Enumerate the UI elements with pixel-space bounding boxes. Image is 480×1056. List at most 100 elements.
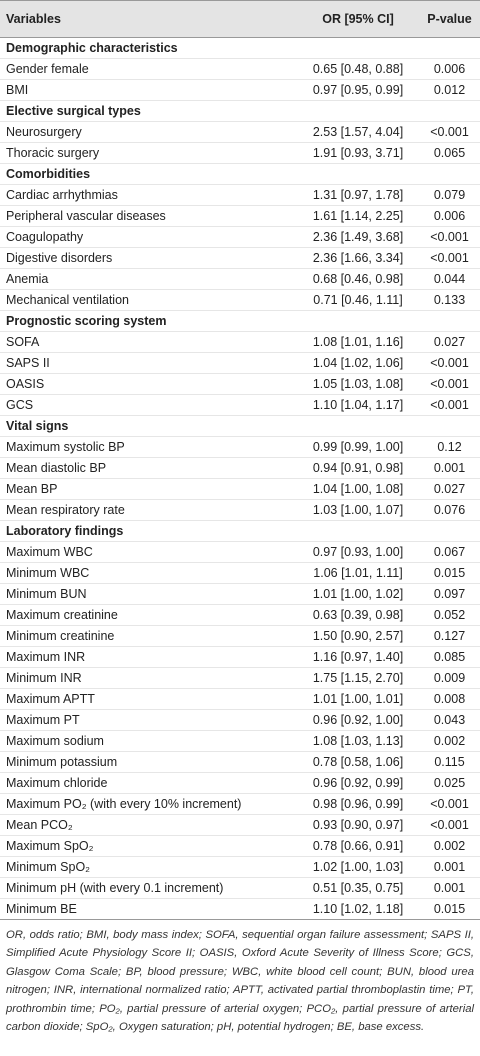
table-cell: <0.001 bbox=[419, 373, 480, 395]
table-cell: Maximum PT bbox=[0, 709, 297, 731]
table-cell: Thoracic surgery bbox=[0, 142, 297, 164]
table-cell: Minimum pH (with every 0.1 increment) bbox=[0, 877, 297, 899]
table-cell: 0.94 [0.91, 0.98] bbox=[297, 457, 419, 479]
table-cell: 0.015 bbox=[419, 562, 480, 584]
data-row: GCS 1.10 [1.04, 1.17] <0.001 bbox=[0, 394, 480, 416]
table-cell: 0.002 bbox=[419, 730, 480, 752]
data-row: Maximum creatinine 0.63 [0.39, 0.98] 0.052 bbox=[0, 604, 480, 626]
table-cell: 0.027 bbox=[419, 331, 480, 353]
data-row: Mechanical ventilation 0.71 [0.46, 1.11] 0… bbox=[0, 289, 480, 311]
data-row: BMI 0.97 [0.95, 0.99] 0.012 bbox=[0, 79, 480, 101]
table-cell: Maximum systolic BP bbox=[0, 436, 297, 458]
table-cell: SAPS II bbox=[0, 352, 297, 374]
table-cell: 0.68 [0.46, 0.98] bbox=[297, 268, 419, 290]
table-cell: 0.93 [0.90, 0.97] bbox=[297, 814, 419, 836]
data-row: Maximum chloride 0.96 [0.92, 0.99] 0.025 bbox=[0, 772, 480, 794]
data-row: Maximum PO₂ (with every 10% increment) 0.… bbox=[0, 793, 480, 815]
table-cell: 1.16 [0.97, 1.40] bbox=[297, 646, 419, 668]
data-row: Cardiac arrhythmias 1.31 [0.97, 1.78] 0.07… bbox=[0, 184, 480, 206]
header-cell: P-value bbox=[419, 0, 480, 38]
data-row: OASIS 1.05 [1.03, 1.08] <0.001 bbox=[0, 373, 480, 395]
table-cell: 0.78 [0.58, 1.06] bbox=[297, 751, 419, 773]
table-cell: 0.51 [0.35, 0.75] bbox=[297, 877, 419, 899]
table-cell: 0.097 bbox=[419, 583, 480, 605]
table-cell: 0.001 bbox=[419, 457, 480, 479]
data-row: Maximum SpO₂ 0.78 [0.66, 0.91] 0.002 bbox=[0, 835, 480, 857]
table-cell: 0.027 bbox=[419, 478, 480, 500]
table-cell: Maximum creatinine bbox=[0, 604, 297, 626]
table-cell: 1.05 [1.03, 1.08] bbox=[297, 373, 419, 395]
section-row: Vital signs bbox=[0, 415, 480, 437]
table-cell: 2.36 [1.66, 3.34] bbox=[297, 247, 419, 269]
table-cell: 0.97 [0.95, 0.99] bbox=[297, 79, 419, 101]
data-row: Maximum INR 1.16 [0.97, 1.40] 0.085 bbox=[0, 646, 480, 668]
table-cell: 1.31 [0.97, 1.78] bbox=[297, 184, 419, 206]
table-cell: 0.052 bbox=[419, 604, 480, 626]
table-cell: OASIS bbox=[0, 373, 297, 395]
table-cell: 0.009 bbox=[419, 667, 480, 689]
section-title: Comorbidities bbox=[0, 163, 480, 185]
table-cell: 0.079 bbox=[419, 184, 480, 206]
table-cell: 0.115 bbox=[419, 751, 480, 773]
table-cell: Anemia bbox=[0, 268, 297, 290]
table-cell: Coagulopathy bbox=[0, 226, 297, 248]
table-cell: Gender female bbox=[0, 58, 297, 80]
data-row: Maximum sodium 1.08 [1.03, 1.13] 0.002 bbox=[0, 730, 480, 752]
table-cell: Minimum BUN bbox=[0, 583, 297, 605]
table-cell: 0.015 bbox=[419, 898, 480, 920]
data-row: Thoracic surgery 1.91 [0.93, 3.71] 0.065 bbox=[0, 142, 480, 164]
table-cell: Maximum chloride bbox=[0, 772, 297, 794]
table-cell: <0.001 bbox=[419, 121, 480, 143]
table-cell: 1.75 [1.15, 2.70] bbox=[297, 667, 419, 689]
header-row: Variables OR [95% CI] P-value bbox=[0, 0, 480, 38]
table-cell: 0.002 bbox=[419, 835, 480, 857]
table-cell: Maximum SpO₂ bbox=[0, 835, 297, 857]
section-row: Elective surgical types bbox=[0, 100, 480, 122]
table-cell: 0.99 [0.99, 1.00] bbox=[297, 436, 419, 458]
table-cell: 0.96 [0.92, 0.99] bbox=[297, 772, 419, 794]
data-row: Mean diastolic BP 0.94 [0.91, 0.98] 0.001 bbox=[0, 457, 480, 479]
table-cell: 2.53 [1.57, 4.04] bbox=[297, 121, 419, 143]
table-cell: 0.085 bbox=[419, 646, 480, 668]
table-cell: 0.012 bbox=[419, 79, 480, 101]
data-row: Minimum pH (with every 0.1 increment) 0.5… bbox=[0, 877, 480, 899]
table-cell: Maximum sodium bbox=[0, 730, 297, 752]
section-title: Laboratory findings bbox=[0, 520, 480, 542]
table-cell: Minimum INR bbox=[0, 667, 297, 689]
table-cell: Minimum SpO₂ bbox=[0, 856, 297, 878]
table-cell: 1.04 [1.02, 1.06] bbox=[297, 352, 419, 374]
data-row: Coagulopathy 2.36 [1.49, 3.68] <0.001 bbox=[0, 226, 480, 248]
table-cell: <0.001 bbox=[419, 247, 480, 269]
table-cell: 0.133 bbox=[419, 289, 480, 311]
table-cell: Digestive disorders bbox=[0, 247, 297, 269]
section-row: Comorbidities bbox=[0, 163, 480, 185]
table-cell: 0.065 bbox=[419, 142, 480, 164]
table-cell: Maximum WBC bbox=[0, 541, 297, 563]
table-cell: 1.10 [1.04, 1.17] bbox=[297, 394, 419, 416]
table-cell: Minimum creatinine bbox=[0, 625, 297, 647]
data-row: Minimum INR 1.75 [1.15, 2.70] 0.009 bbox=[0, 667, 480, 689]
table-cell: 1.91 [0.93, 3.71] bbox=[297, 142, 419, 164]
table-cell: <0.001 bbox=[419, 394, 480, 416]
table-cell: 0.001 bbox=[419, 877, 480, 899]
table-cell: 0.71 [0.46, 1.11] bbox=[297, 289, 419, 311]
data-row: Minimum SpO₂ 1.02 [1.00, 1.03] 0.001 bbox=[0, 856, 480, 878]
table-cell: 0.12 bbox=[419, 436, 480, 458]
data-row: Maximum WBC 0.97 [0.93, 1.00] 0.067 bbox=[0, 541, 480, 563]
table-cell: <0.001 bbox=[419, 226, 480, 248]
table-cell: 0.008 bbox=[419, 688, 480, 710]
table-cell: Maximum PO₂ (with every 10% increment) bbox=[0, 793, 297, 815]
table-cell: SOFA bbox=[0, 331, 297, 353]
table-cell: 1.04 [1.00, 1.08] bbox=[297, 478, 419, 500]
table-cell: Minimum potassium bbox=[0, 751, 297, 773]
table-cell: 1.02 [1.00, 1.03] bbox=[297, 856, 419, 878]
header-cell: OR [95% CI] bbox=[297, 0, 419, 38]
data-row: Mean BP 1.04 [1.00, 1.08] 0.027 bbox=[0, 478, 480, 500]
data-row: Maximum APTT 1.01 [1.00, 1.01] 0.008 bbox=[0, 688, 480, 710]
data-row: Maximum PT 0.96 [0.92, 1.00] 0.043 bbox=[0, 709, 480, 731]
table-cell: 1.06 [1.01, 1.11] bbox=[297, 562, 419, 584]
table-cell: <0.001 bbox=[419, 793, 480, 815]
table-cell: 1.50 [0.90, 2.57] bbox=[297, 625, 419, 647]
table-cell: Neurosurgery bbox=[0, 121, 297, 143]
section-row: Laboratory findings bbox=[0, 520, 480, 542]
